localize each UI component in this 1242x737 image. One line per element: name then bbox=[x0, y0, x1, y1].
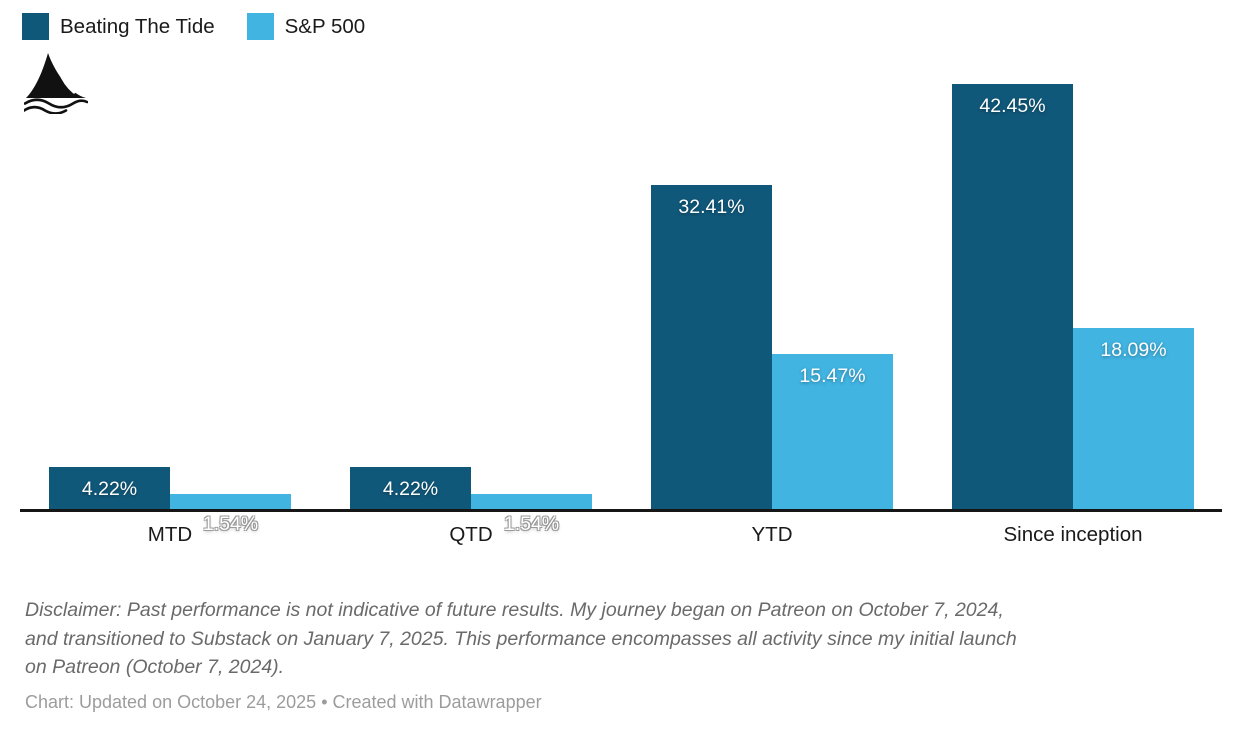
bar-beating-the-tide-ytd bbox=[651, 185, 772, 509]
plot-area: 4.22% 1.54% MTD 4.22% 1.54% QTD 32.41% 15.47% YT… bbox=[20, 84, 1222, 546]
disclaimer-line: and transitioned to Substack on January … bbox=[25, 627, 1017, 650]
bar-s-p-500-mtd bbox=[170, 494, 291, 509]
bar-beating-the-tide-qtd bbox=[350, 467, 471, 509]
disclaimer-line: Disclaimer: Past performance is not indi… bbox=[25, 599, 1004, 621]
legend-label-sp500: S&P 500 bbox=[284, 14, 366, 38]
legend-label-beating-the-tide: Beating The Tide bbox=[60, 14, 215, 38]
category-label-mtd: MTD bbox=[147, 523, 193, 546]
shark-fin-icon bbox=[22, 53, 89, 115]
category-label-qtd: QTD bbox=[449, 523, 493, 546]
legend-swatch-sp500 bbox=[246, 13, 274, 40]
chart-credit: Chart: Updated on October 24, 2025 • Cre… bbox=[25, 692, 542, 712]
bar-s-p-500-qtd bbox=[471, 494, 592, 509]
bar-beating-the-tide-since-inception bbox=[952, 84, 1073, 509]
bar-beating-the-tide-mtd bbox=[49, 467, 170, 509]
legend-item-sp500: S&P 500 bbox=[246, 13, 366, 40]
x-axis-line bbox=[20, 509, 1222, 512]
bar-s-p-500-ytd bbox=[772, 354, 893, 509]
legend-item-beating-the-tide: Beating The Tide bbox=[22, 13, 215, 40]
shark-fin-logo bbox=[22, 52, 89, 115]
bar-s-p-500-since-inception bbox=[1073, 328, 1194, 509]
category-label-ytd: YTD bbox=[751, 523, 793, 546]
disclaimer-line: on Patreon (October 7, 2024). bbox=[25, 656, 285, 678]
legend: Beating The Tide S&P 500 bbox=[22, 13, 365, 40]
disclaimer-text: Disclaimer: Past performance is not indi… bbox=[25, 596, 1230, 682]
legend-swatch-beating-the-tide bbox=[22, 13, 49, 40]
category-label-since-inception: Since inception bbox=[1003, 523, 1143, 546]
